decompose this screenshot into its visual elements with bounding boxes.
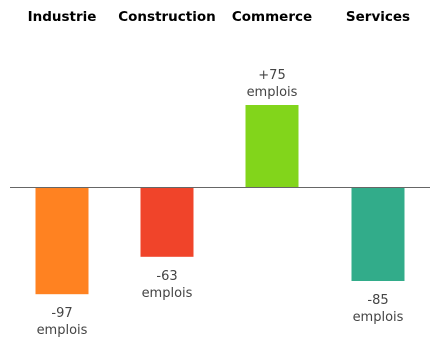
data-label-unit-1: emplois: [142, 286, 193, 301]
data-label-unit-2: emplois: [247, 85, 298, 100]
data-label-value-1: -63: [156, 269, 177, 284]
bars: [35, 105, 405, 295]
category-label-1: Construction: [118, 9, 216, 25]
data-label-unit-3: emplois: [353, 310, 404, 325]
data-label-value-0: -97: [51, 306, 72, 321]
data-label-unit-0: emplois: [37, 323, 88, 338]
bar-commerce: [245, 105, 299, 188]
value-labels: -97 emplois -63 emplois +75 emplois -85 emplois: [37, 68, 404, 338]
bar-construction: [140, 187, 194, 257]
category-label-0: Industrie: [28, 9, 97, 25]
bar-services: [351, 187, 405, 281]
data-label-value-3: -85: [367, 293, 388, 308]
data-label-value-2: +75: [258, 68, 285, 83]
category-labels: Industrie Construction Commerce Services: [28, 9, 411, 25]
bar-industrie: [35, 187, 89, 295]
category-label-2: Commerce: [232, 9, 312, 25]
category-label-3: Services: [346, 9, 410, 25]
